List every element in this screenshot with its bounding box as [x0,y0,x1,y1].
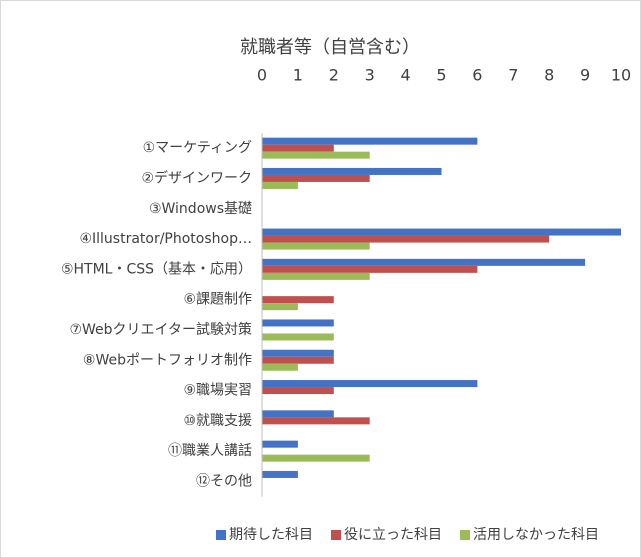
bar [262,228,621,236]
x-tick-label: 3 [365,66,375,85]
legend-label: 活用しなかった科目 [473,527,599,543]
bar [262,380,478,388]
legend-label: 期待した科目 [229,527,313,543]
legend-label: 役に立った科目 [344,527,442,543]
bar [262,363,298,371]
x-tick-label: 7 [508,66,518,85]
bar [262,167,442,175]
bar [262,349,334,357]
bar [262,303,298,311]
x-tick-label: 2 [329,66,339,85]
bar [262,356,334,364]
x-tick-label: 10 [611,66,631,85]
bar [262,333,334,341]
bar [262,410,334,418]
y-tick-label: ⑦Webクリエイター試験対策 [69,321,252,338]
x-tick-label: 8 [544,66,554,85]
legend-swatch [216,530,226,540]
y-tick-label: ②デザインワーク [141,169,252,186]
bar [262,144,334,152]
legend-swatch [331,530,341,540]
x-tick-label: 1 [293,66,303,85]
y-tick-label: ⑥課題制作 [183,292,252,308]
y-tick-label: ③Windows基礎 [149,200,252,217]
bar [262,470,298,478]
y-tick-label: ⑩就職支援 [183,413,252,429]
y-tick-label: ⑤HTML・CSS（基本・応用） [61,260,252,277]
x-tick-label: 6 [472,66,482,85]
legend-swatch [460,530,470,540]
bar [262,235,550,243]
bar [262,440,298,448]
bar [262,319,334,327]
bar [262,272,370,280]
bar [262,454,370,462]
bar [262,417,370,425]
y-tick-label: ⑪職業人講話 [168,442,252,459]
bar [262,265,478,273]
x-tick-label: 0 [257,66,267,85]
bar [262,296,334,304]
x-tick-label: 5 [436,66,446,85]
y-tick-label: ⑧Webポートフォリオ制作 [83,352,252,368]
bar [262,137,478,145]
bar [262,387,334,395]
y-tick-label: ⑫その他 [196,473,252,489]
y-tick-label: ④Illustrator/Photoshop… [79,231,252,247]
y-tick-label: ⑨職場実習 [183,383,252,399]
bar [262,258,586,266]
x-tick-label: 9 [580,66,590,85]
x-tick-label: 4 [401,66,411,85]
bar [262,151,370,159]
bar [262,181,298,189]
bar [262,242,370,250]
chart-title: 就職者等（自営含む） [240,37,420,58]
y-tick-label: ①マーケティング [143,140,252,156]
bar [262,174,370,182]
